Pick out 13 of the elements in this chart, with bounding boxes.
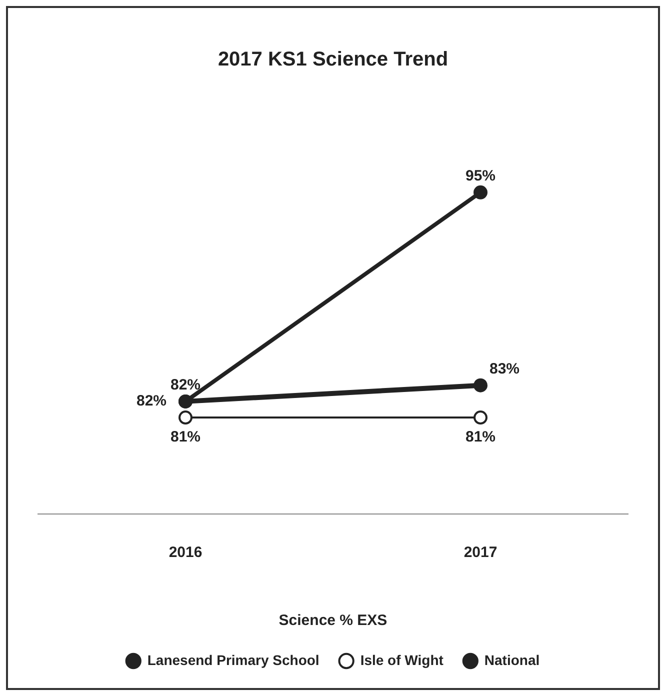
legend-label: Lanesend Primary School [147,652,320,668]
chart-title: 2017 KS1 Science Trend [218,48,448,71]
x-tick-label: 2016 [168,544,202,562]
data-label: 83% [489,360,520,378]
legend-label: National [484,652,540,668]
legend-label: Isle of Wight [360,652,444,668]
x-axis-title: Science % EXS [278,612,388,630]
data-label: 95% [465,168,496,185]
data-label: 82% [170,376,201,394]
data-label: 81% [465,428,496,446]
x-tick-label: 2017 [464,544,498,562]
data-label: 82% [136,392,167,410]
data-label: 81% [170,428,201,446]
